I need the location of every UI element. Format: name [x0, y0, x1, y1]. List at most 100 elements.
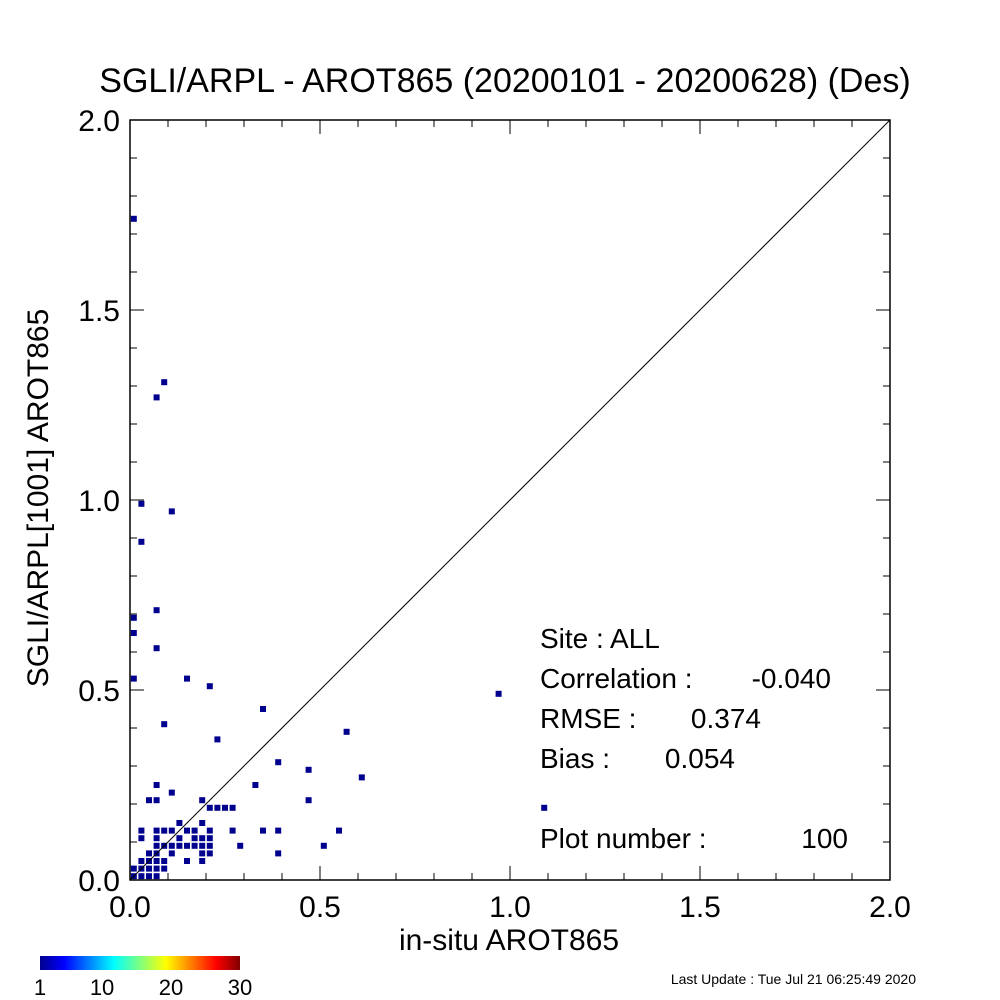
- density-cell: [275, 850, 282, 857]
- density-cell: [153, 394, 160, 401]
- density-cell: [153, 782, 160, 788]
- density-cell: [130, 675, 137, 682]
- colorbar-tick-label: 30: [228, 975, 252, 1000]
- density-cell: [176, 835, 183, 842]
- density-cell: [184, 842, 190, 849]
- y-tick-label: 1.5: [78, 295, 120, 328]
- stats-box: Site : ALL Correlation : -0.040 RMSE : 0…: [540, 623, 848, 854]
- last-update-text: Last Update : Tue Jul 21 06:25:49 2020: [671, 971, 916, 987]
- density-cell: [214, 804, 221, 811]
- density-cell: [130, 630, 137, 636]
- density-cell: [146, 797, 152, 804]
- colorbar: [40, 956, 240, 970]
- density-cell: [138, 873, 145, 880]
- density-cell: [541, 804, 548, 811]
- density-cell: [229, 804, 236, 811]
- y-tick-label: 1.0: [78, 485, 120, 518]
- density-cell: [161, 827, 168, 834]
- density-cell: [138, 827, 145, 834]
- density-cell: [146, 865, 152, 872]
- density-cell: [206, 850, 213, 857]
- stat-plot-number-label: Plot number :: [540, 823, 707, 854]
- density-cells: [130, 215, 548, 880]
- density-cell: [305, 766, 312, 773]
- density-cell: [199, 850, 206, 857]
- density-cell: [199, 797, 206, 804]
- density-cell: [168, 842, 175, 849]
- density-cell: [153, 645, 160, 652]
- density-cell: [153, 873, 160, 880]
- density-cell: [252, 782, 259, 788]
- density-cell: [260, 827, 266, 834]
- colorbar-tick-labels: 1 10 20 30: [34, 975, 252, 1000]
- stat-correlation-value: -0.040: [752, 663, 831, 694]
- density-cell: [168, 827, 175, 834]
- density-cell: [305, 797, 312, 804]
- density-cell: [168, 789, 175, 796]
- one-to-one-line: [129, 119, 891, 881]
- density-cell: [138, 858, 145, 864]
- y-axis-label: SGLI/ARPL[1001] AROT865: [22, 309, 55, 688]
- density-cell: [199, 842, 206, 849]
- colorbar-tick-label: 1: [34, 975, 46, 1000]
- density-cell: [153, 865, 160, 872]
- density-cell: [161, 379, 168, 386]
- y-tick-label: 0.5: [78, 675, 120, 708]
- stat-site: Site : ALL: [540, 623, 660, 654]
- density-cell: [336, 827, 342, 834]
- density-cell: [495, 690, 502, 697]
- density-cell: [153, 858, 160, 864]
- density-cell: [191, 842, 198, 849]
- density-cell: [320, 842, 327, 849]
- x-tick-label: 2.0: [869, 891, 911, 924]
- density-cell: [199, 858, 206, 864]
- density-cell: [153, 797, 160, 804]
- stat-bias-label: Bias :: [540, 743, 610, 774]
- stat-plot-number-value: 100: [801, 823, 848, 854]
- x-tick-label: 1.0: [489, 891, 531, 924]
- density-cell: [153, 827, 160, 834]
- y-tick-labels: 0.0 0.5 1.0 1.5 2.0: [78, 105, 120, 898]
- density-cell: [237, 842, 244, 849]
- density-cell: [146, 850, 152, 857]
- y-tick-label: 2.0: [78, 105, 120, 138]
- density-cell: [206, 683, 213, 690]
- density-cell: [138, 835, 145, 842]
- density-cell: [358, 774, 365, 781]
- density-cell: [275, 759, 282, 766]
- density-cell: [199, 835, 206, 842]
- x-tick-label: 0.0: [109, 891, 151, 924]
- density-cell: [146, 873, 152, 880]
- tick-marks: [129, 119, 891, 881]
- density-cell: [191, 827, 198, 834]
- density-cell: [161, 865, 168, 872]
- x-tick-labels: 0.0 0.5 1.0 1.5 2.0: [109, 891, 911, 924]
- y-tick-label: 0.0: [78, 865, 120, 898]
- density-cell: [206, 827, 213, 834]
- stat-bias-value: 0.054: [665, 743, 735, 774]
- density-cell: [168, 850, 175, 857]
- density-cell: [229, 827, 236, 834]
- x-tick-label: 1.5: [679, 891, 721, 924]
- density-cell: [184, 827, 190, 834]
- density-cell: [161, 721, 168, 728]
- density-cell: [130, 215, 137, 222]
- density-cell: [222, 804, 228, 811]
- density-cell: [176, 820, 183, 826]
- x-tick-label: 0.5: [299, 891, 341, 924]
- density-cell: [199, 820, 206, 826]
- density-cell: [130, 614, 137, 621]
- density-cell: [168, 508, 175, 515]
- stat-rmse-value: 0.374: [691, 703, 761, 734]
- density-cell: [206, 842, 213, 849]
- density-cell: [343, 728, 350, 735]
- density-cell: [153, 842, 160, 849]
- density-cell: [206, 835, 213, 842]
- density-cell: [153, 607, 160, 614]
- density-cell: [206, 804, 213, 811]
- density-cell: [161, 858, 168, 864]
- stat-correlation-label: Correlation :: [540, 663, 693, 694]
- density-cell: [138, 500, 145, 507]
- density-cell: [176, 842, 183, 849]
